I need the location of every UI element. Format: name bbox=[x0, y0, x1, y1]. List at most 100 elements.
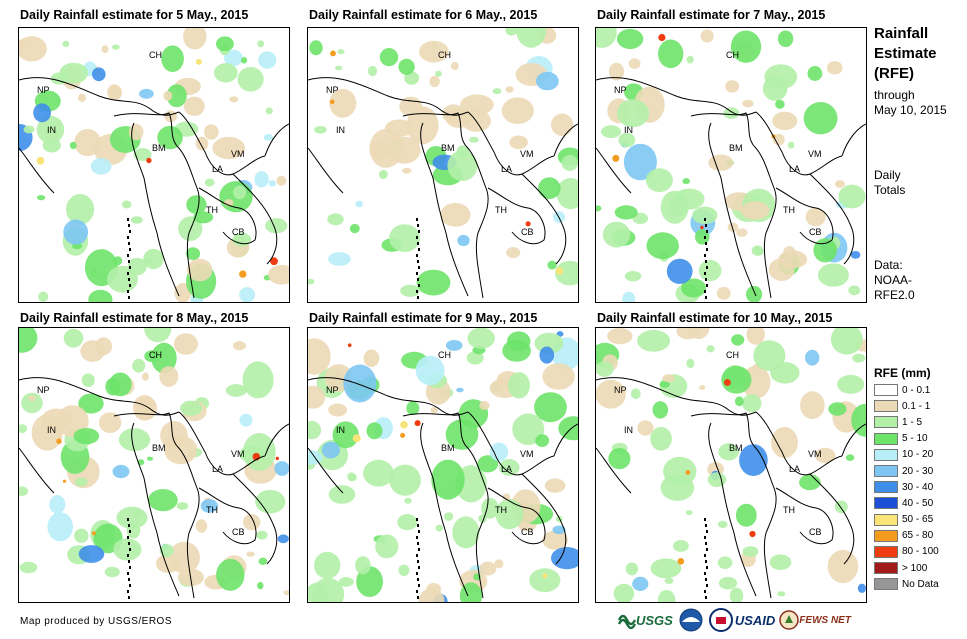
rainfall-area bbox=[268, 265, 289, 285]
rainfall-area bbox=[534, 332, 564, 354]
country-border bbox=[775, 487, 834, 545]
rainfall-area bbox=[729, 587, 744, 602]
rainfall-area bbox=[692, 206, 718, 224]
rainfall-area bbox=[47, 512, 73, 542]
island-marker bbox=[127, 290, 129, 293]
legend-swatch bbox=[874, 481, 898, 494]
island-marker bbox=[417, 596, 419, 599]
rainfall-area bbox=[242, 514, 261, 531]
rainfall-area bbox=[787, 141, 795, 149]
rainfall-cell bbox=[56, 438, 62, 444]
rainfall-area bbox=[630, 388, 641, 399]
rainfall-area bbox=[857, 583, 866, 593]
rainfall-area bbox=[400, 284, 420, 297]
rainfall-area bbox=[502, 493, 511, 501]
rainfall-area bbox=[440, 202, 471, 227]
rainfall-cell bbox=[724, 379, 731, 386]
rainfall-area bbox=[742, 546, 759, 557]
country-label-cb: CB bbox=[809, 527, 822, 537]
rainfall-area bbox=[501, 97, 534, 124]
rainfall-area bbox=[19, 36, 47, 62]
rainfall-area bbox=[216, 36, 234, 52]
rainfall-area bbox=[558, 416, 578, 441]
country-label-th: TH bbox=[206, 505, 218, 515]
rainfall-area bbox=[762, 76, 788, 101]
rainfall-area bbox=[800, 391, 825, 420]
fews-net-logo-icon bbox=[779, 610, 800, 630]
island-marker bbox=[128, 524, 130, 527]
rainfall-area bbox=[772, 111, 798, 131]
rainfall-area bbox=[132, 395, 157, 421]
rainfall-area bbox=[467, 328, 495, 349]
rainfall-area bbox=[509, 135, 528, 150]
rainfall-area bbox=[19, 561, 38, 574]
country-label-cb: CB bbox=[232, 227, 245, 237]
country-border bbox=[19, 447, 55, 494]
rainfall-area bbox=[542, 363, 575, 390]
rainfall-area bbox=[185, 247, 201, 261]
legend: 0 - 0.1 0.1 - 1 1 - 5 5 - 10 10 - 20 20 - 30 3… bbox=[874, 382, 939, 592]
rainfall-area bbox=[113, 256, 123, 266]
country-label-th: TH bbox=[783, 505, 795, 515]
rainfall-area bbox=[834, 180, 845, 188]
rainfall-area bbox=[308, 385, 326, 409]
rainfall-area bbox=[237, 67, 264, 92]
legend-label: 0 - 0.1 bbox=[902, 384, 931, 396]
rainfall-area bbox=[389, 464, 421, 496]
rainfall-map-3: CH NP IN BM LA VM TH CB bbox=[595, 27, 867, 303]
rainfall-area bbox=[551, 547, 578, 570]
rainfall-area bbox=[659, 380, 670, 388]
usgs-logo-text: USGS bbox=[636, 612, 673, 628]
panel-title-2: Daily Rainfall estimate for 6 May., 2015 bbox=[309, 8, 538, 22]
rainfall-area bbox=[717, 556, 733, 569]
legend-swatch bbox=[874, 400, 898, 413]
rainfall-area bbox=[216, 558, 245, 591]
rainfall-area bbox=[727, 222, 739, 232]
island-marker bbox=[127, 254, 129, 257]
island-marker bbox=[129, 566, 131, 569]
rainfall-area bbox=[98, 412, 122, 433]
rainfall-area bbox=[723, 107, 740, 119]
country-border bbox=[521, 173, 567, 265]
country-label-np: NP bbox=[614, 85, 627, 95]
rainfall-area bbox=[529, 568, 561, 593]
rainfall-area bbox=[33, 103, 51, 123]
rainfall-area bbox=[445, 108, 472, 128]
rainfall-area bbox=[751, 245, 763, 256]
rainfall-area bbox=[225, 384, 247, 397]
rainfall-area bbox=[328, 485, 356, 504]
rainfall-area bbox=[213, 63, 238, 83]
rainfall-area bbox=[21, 392, 43, 414]
country-label-in: IN bbox=[47, 125, 56, 135]
rainfall-area bbox=[736, 228, 748, 237]
island-marker bbox=[127, 554, 129, 557]
legend-title: RFE (mm) bbox=[874, 366, 931, 380]
rainfall-area bbox=[148, 489, 178, 512]
rainfall-area bbox=[223, 49, 243, 67]
rainfall-area bbox=[19, 39, 26, 50]
rainfall-area bbox=[506, 247, 521, 259]
rainfall-area bbox=[613, 583, 635, 602]
rainfall-area bbox=[384, 119, 414, 137]
island-marker bbox=[417, 578, 419, 581]
rainfall-area bbox=[770, 427, 798, 458]
rainfall-area bbox=[328, 403, 347, 417]
island-marker bbox=[127, 572, 129, 575]
rainfall-area bbox=[445, 340, 463, 351]
rainfall-area bbox=[682, 178, 690, 185]
island-marker bbox=[127, 218, 129, 221]
island-marker bbox=[416, 590, 418, 593]
country-label-np: NP bbox=[614, 385, 627, 395]
island-marker bbox=[418, 266, 420, 269]
country-border bbox=[753, 145, 777, 299]
rainfall-area bbox=[265, 107, 273, 115]
island-marker bbox=[129, 266, 131, 269]
rainfall-area bbox=[596, 361, 614, 377]
rainfall-area bbox=[367, 65, 378, 77]
island-marker bbox=[706, 266, 708, 269]
rainfall-area bbox=[845, 454, 855, 461]
island-marker bbox=[127, 590, 129, 593]
rainfall-area bbox=[828, 402, 847, 416]
island-marker bbox=[705, 596, 707, 599]
rainfall-area bbox=[700, 29, 714, 43]
